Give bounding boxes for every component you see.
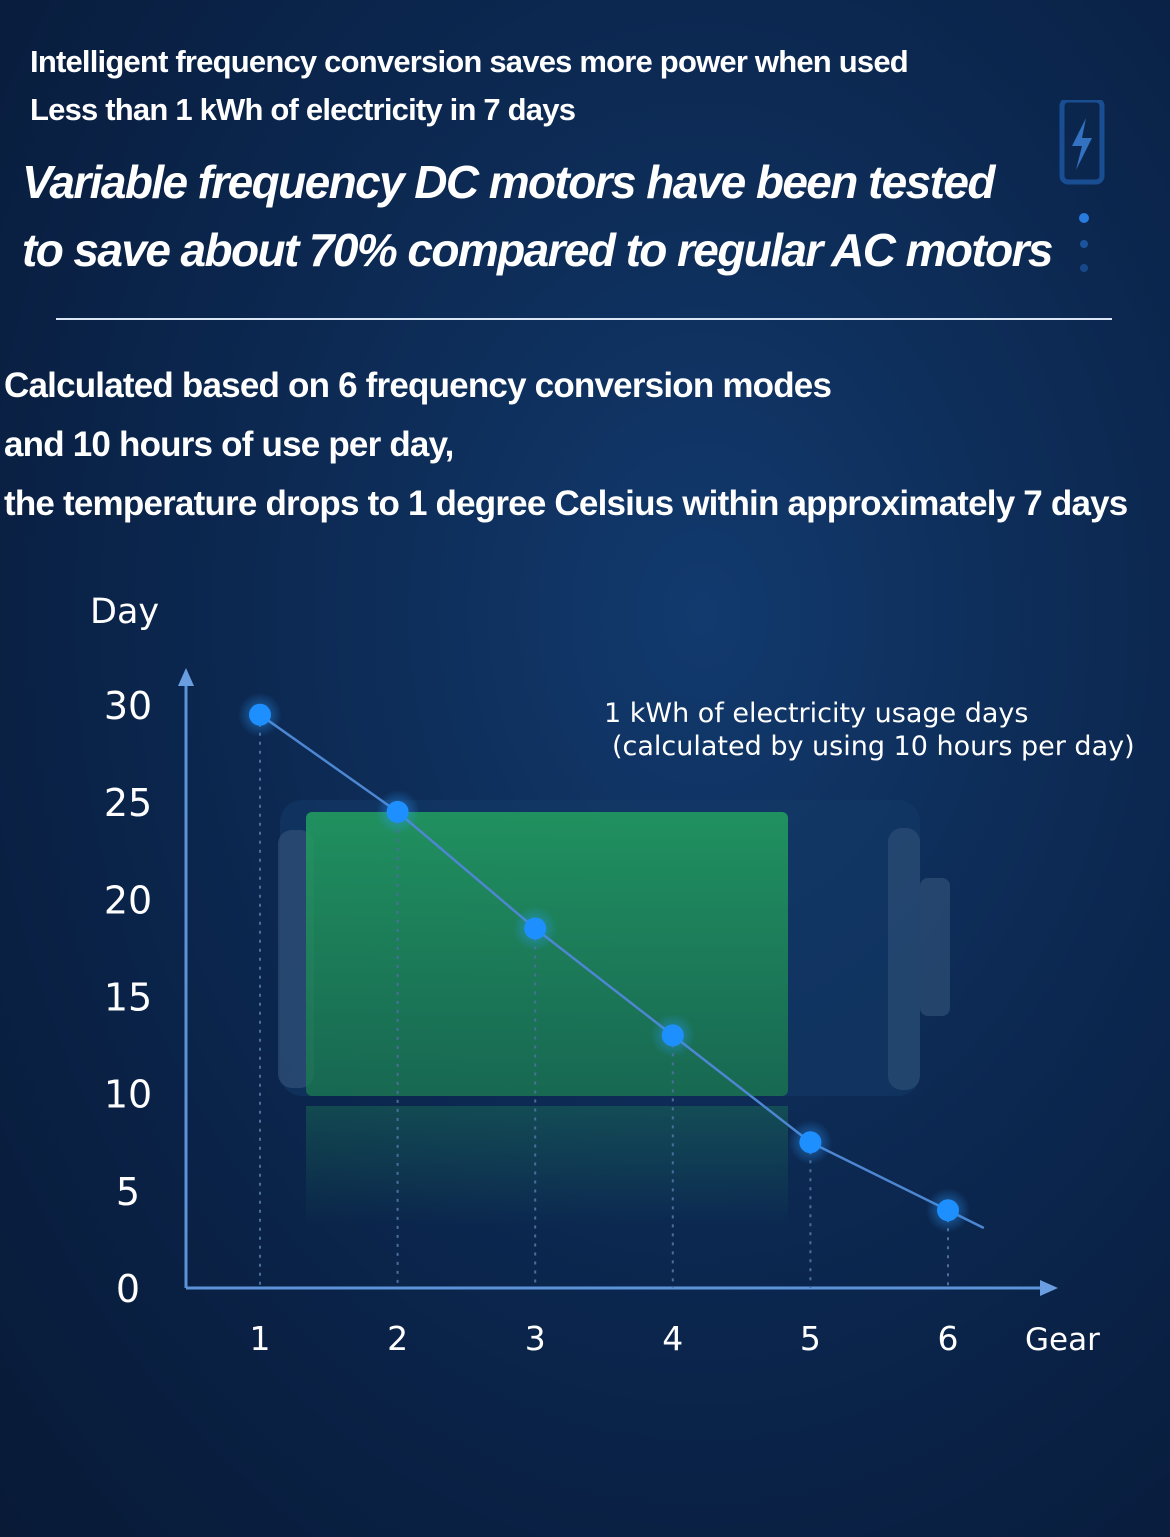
y-tick-label: 0 xyxy=(116,1267,140,1311)
headline-line-1: Variable frequency DC motors have been t… xyxy=(22,156,995,208)
x-tick-label: 2 xyxy=(387,1319,408,1358)
calculation-text: Calculated based on 6 frequency conversi… xyxy=(4,356,1128,533)
y-axis-arrow xyxy=(178,668,194,686)
data-point xyxy=(249,703,271,726)
y-tick-label: 30 xyxy=(104,684,152,728)
divider xyxy=(56,318,1112,320)
battery-icon xyxy=(278,800,950,1226)
x-tick-label: 5 xyxy=(800,1319,821,1358)
x-tick-label: 4 xyxy=(662,1319,683,1358)
headline: Variable frequency DC motors have been t… xyxy=(22,148,1054,284)
header-line-2: Less than 1 kWh of electricity in 7 days xyxy=(30,92,576,127)
y-tick-label: 20 xyxy=(104,878,152,922)
y-tick-label: 15 xyxy=(104,976,152,1020)
calc-line-3: the temperature drops to 1 degree Celsiu… xyxy=(4,484,1128,523)
dots-icon xyxy=(1079,213,1089,272)
x-tick-label: 6 xyxy=(938,1319,959,1358)
battery-charging-icon xyxy=(1059,100,1105,272)
y-tick-label: 10 xyxy=(104,1073,152,1117)
annotation-line-1: 1 kWh of electricity usage days xyxy=(604,698,1028,729)
y-tick-label: 5 xyxy=(116,1170,140,1214)
data-point xyxy=(937,1199,959,1222)
y-axis-label: Day xyxy=(90,592,159,632)
x-axis-arrow xyxy=(1040,1280,1058,1296)
data-point xyxy=(386,800,409,823)
x-tick-label: 1 xyxy=(250,1319,271,1358)
data-point xyxy=(799,1131,822,1154)
x-tick-label: 3 xyxy=(525,1319,546,1358)
calc-line-1: Calculated based on 6 frequency conversi… xyxy=(4,366,832,405)
y-tick-label: 25 xyxy=(104,781,152,825)
header-line-1: Intelligent frequency conversion saves m… xyxy=(30,44,909,79)
calc-line-2: and 10 hours of use per day, xyxy=(4,425,454,464)
data-point xyxy=(524,917,547,940)
data-point xyxy=(661,1024,684,1047)
annotation-line-2: (calculated by using 10 hours per day) xyxy=(612,731,1135,762)
headline-line-2: to save about 70% compared to regular AC… xyxy=(22,224,1054,276)
header-subtitle: Intelligent frequency conversion saves m… xyxy=(30,38,909,134)
x-axis-label: Gear xyxy=(1025,1322,1100,1358)
